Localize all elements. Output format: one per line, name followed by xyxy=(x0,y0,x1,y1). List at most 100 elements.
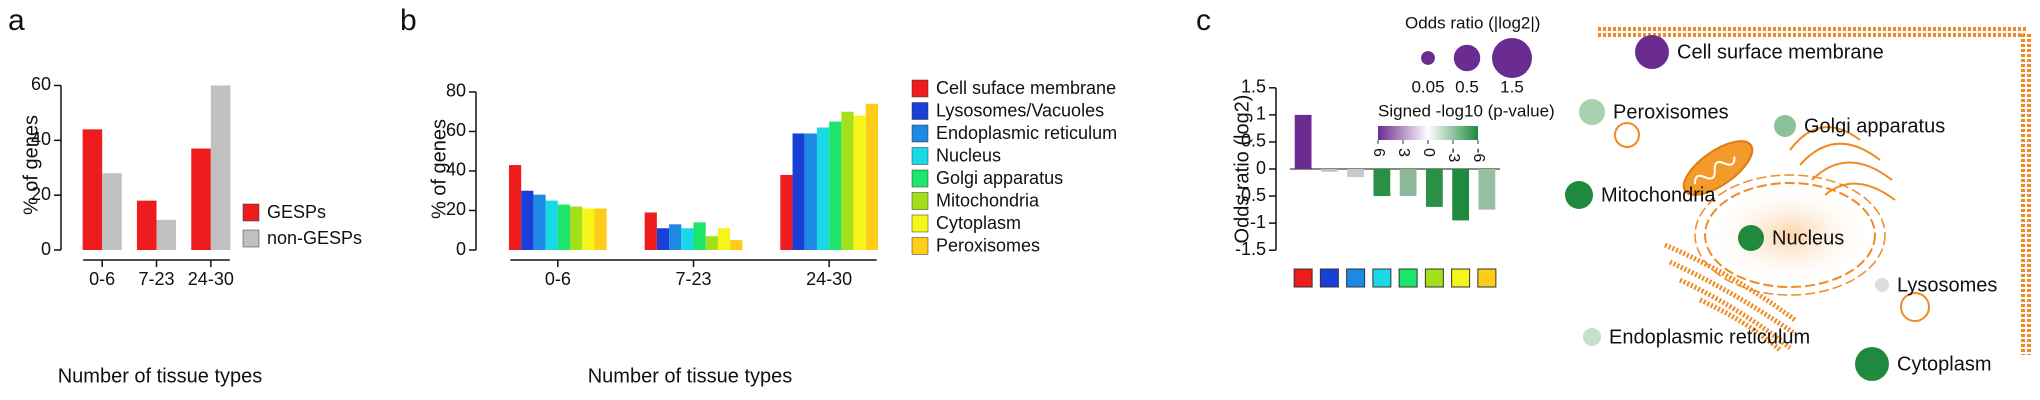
bar xyxy=(570,206,583,250)
size-legend-label: 0.5 xyxy=(1455,77,1479,96)
x-tick-label: 7-23 xyxy=(675,269,711,289)
organelle-label: Cell surface membrane xyxy=(1677,41,1884,63)
bar xyxy=(1452,169,1470,221)
bar xyxy=(693,222,706,250)
category-swatch xyxy=(1293,268,1313,288)
size-legend-circle xyxy=(1492,38,1532,78)
bar xyxy=(82,129,103,250)
legend-label: GESPs xyxy=(267,202,326,222)
y-tick-label: 80 xyxy=(446,81,466,101)
bar xyxy=(533,194,546,250)
bar xyxy=(210,85,231,250)
legend-label: Endoplasmic reticulum xyxy=(936,123,1117,143)
panel-label: a xyxy=(8,4,25,37)
bar xyxy=(853,115,866,250)
bar xyxy=(1425,169,1443,207)
category-swatch xyxy=(1477,268,1497,288)
membrane-core xyxy=(1598,31,2027,355)
organelle-label: Lysosomes xyxy=(1897,274,1997,296)
organelle-dot xyxy=(1583,328,1601,346)
size-legend-title: Odds ratio (|log2|) xyxy=(1405,13,1540,32)
legend-label: Lysosomes/Vacuoles xyxy=(936,100,1104,120)
panel-label: b xyxy=(400,4,417,37)
y-tick-label: -0.5 xyxy=(1235,185,1266,205)
color-legend-label: 0 xyxy=(1420,148,1437,157)
bar xyxy=(102,173,122,250)
golgi xyxy=(1789,126,1896,201)
category-swatch xyxy=(1451,268,1471,288)
bar xyxy=(156,219,177,250)
legend-label: Golgi apparatus xyxy=(936,168,1063,188)
legend-swatch xyxy=(911,102,929,120)
bar xyxy=(191,148,211,250)
x-tick-label: 0-6 xyxy=(89,269,115,289)
bar xyxy=(582,208,595,250)
y-tick-label: 20 xyxy=(31,184,51,204)
organelle-dot xyxy=(1635,35,1669,69)
organelle-label: Peroxisomes xyxy=(1613,101,1729,123)
legend-swatch xyxy=(911,214,929,233)
y-tick-label: 60 xyxy=(446,120,466,140)
y-tick-label: -1.5 xyxy=(1235,239,1266,259)
bar xyxy=(865,103,879,251)
lysosome-vesicle xyxy=(1900,292,1930,322)
size-legend-circle xyxy=(1453,44,1481,72)
legend-swatch xyxy=(911,79,929,98)
legend-swatch xyxy=(242,203,260,222)
bar xyxy=(780,174,793,250)
nucleus-envelope-outer xyxy=(1694,174,1886,296)
legend-swatch xyxy=(911,169,929,188)
legend-swatch xyxy=(911,147,929,165)
color-legend-title: Signed -log10 (p-value) xyxy=(1378,101,1555,120)
category-swatch xyxy=(1424,268,1444,288)
bar xyxy=(545,200,558,250)
x-axis-label: Number of tissue types xyxy=(588,365,793,387)
organelle-label: Endoplasmic reticulum xyxy=(1609,326,1810,348)
bar xyxy=(644,212,657,250)
bar xyxy=(730,240,743,250)
category-swatch xyxy=(1372,268,1392,288)
organelle-dot xyxy=(1579,99,1605,125)
x-tick-label: 24-30 xyxy=(806,269,852,289)
panel-label: c xyxy=(1196,4,1211,37)
bar xyxy=(136,200,157,250)
color-legend-bar xyxy=(1378,126,1478,140)
bar xyxy=(717,228,731,250)
bar xyxy=(1478,169,1496,210)
legend-label: Cytoplasm xyxy=(936,213,1021,233)
bar xyxy=(521,190,534,250)
color-legend-label: 6 xyxy=(1370,148,1387,157)
y-tick-label: 1.5 xyxy=(1241,77,1266,97)
category-swatch xyxy=(1398,268,1418,288)
legend-label: Mitochondria xyxy=(936,190,1040,210)
y-tick-label: 40 xyxy=(446,160,466,180)
legend-swatch xyxy=(911,124,929,143)
x-tick-label: 7-23 xyxy=(138,269,174,289)
y-tick-label: 0.5 xyxy=(1241,131,1266,151)
bar xyxy=(557,204,571,250)
cell-illustration xyxy=(1598,27,2031,355)
legend-label: Peroxisomes xyxy=(936,235,1040,255)
organelle-dot xyxy=(1738,225,1764,251)
y-axis-label: % of genes xyxy=(428,119,450,219)
bar xyxy=(681,228,694,250)
y-tick-label: 20 xyxy=(446,199,466,219)
size-legend-label: 1.5 xyxy=(1500,77,1524,96)
organelle-dot xyxy=(1774,115,1796,137)
bar xyxy=(1320,169,1338,172)
organelle-label: Mitochondria xyxy=(1601,184,1716,206)
bar xyxy=(1399,169,1417,197)
x-axis-label: Number of tissue types xyxy=(58,365,263,387)
organelle-dot xyxy=(1565,181,1593,209)
organelle-dot xyxy=(1855,347,1889,381)
nucleus-envelope xyxy=(1704,182,1876,288)
peroxisome-vesicle xyxy=(1614,122,1640,148)
y-axis-label: Odds ratio (log2) xyxy=(1231,95,1253,244)
mitochondrion xyxy=(1682,140,1754,196)
size-legend-circle xyxy=(1421,51,1435,65)
legend-label: non-GESPs xyxy=(267,228,362,248)
y-tick-label: 40 xyxy=(31,129,51,149)
size-legend-label: 0.05 xyxy=(1411,77,1444,96)
legend-label: Cell suface membrane xyxy=(936,78,1116,98)
